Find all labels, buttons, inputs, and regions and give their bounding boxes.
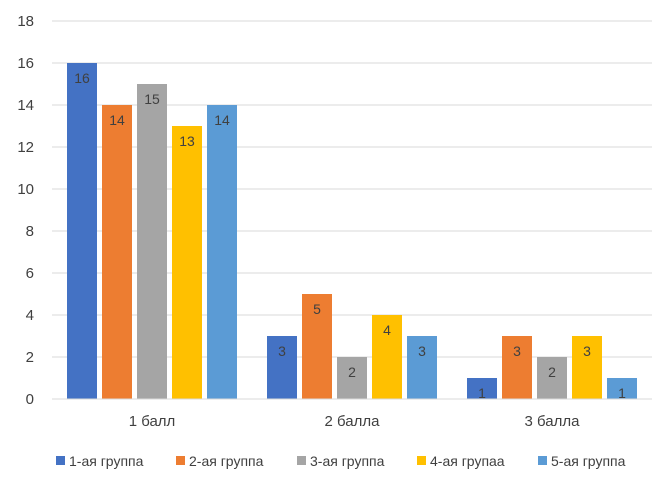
bar (267, 336, 297, 399)
data-label: 4 (383, 322, 391, 338)
y-axis: 0 2 4 6 8 10 12 14 16 18 (17, 13, 34, 408)
data-label: 3 (583, 343, 591, 359)
y-tick-label: 18 (17, 13, 34, 30)
data-label: 15 (144, 91, 160, 107)
data-label: 1 (478, 385, 486, 401)
data-label: 14 (214, 112, 230, 128)
bar (102, 105, 132, 399)
data-label: 13 (179, 133, 195, 149)
legend-swatch (297, 456, 306, 465)
y-tick-label: 14 (17, 97, 34, 114)
bar (407, 336, 437, 399)
legend-item: 3-ая группа (297, 453, 385, 469)
y-tick-label: 10 (17, 181, 34, 198)
legend-swatch (176, 456, 185, 465)
x-tick-label: 1 балл (129, 413, 176, 430)
legend-label: 3-ая группа (310, 453, 385, 469)
data-label: 1 (618, 385, 626, 401)
bar (537, 357, 567, 399)
y-tick-label: 12 (17, 139, 34, 156)
data-label: 3 (513, 343, 521, 359)
legend-label: 2-ая группа (189, 453, 264, 469)
bars (67, 63, 637, 399)
legend-label: 4-ая групаа (430, 453, 505, 469)
y-tick-label: 8 (26, 223, 34, 240)
bar (207, 105, 237, 399)
y-tick-label: 4 (26, 307, 34, 324)
legend-item: 5-ая группа (538, 453, 626, 469)
legend-label: 5-ая группа (551, 453, 626, 469)
y-tick-label: 2 (26, 349, 34, 366)
y-tick-label: 6 (26, 265, 34, 282)
data-label: 5 (313, 301, 321, 317)
legend-label: 1-ая группа (69, 453, 144, 469)
y-tick-label: 16 (17, 55, 34, 72)
bar (607, 378, 637, 399)
bar (137, 84, 167, 399)
bar (572, 336, 602, 399)
data-label: 14 (109, 112, 125, 128)
legend-swatch (56, 456, 65, 465)
legend-swatch (417, 456, 426, 465)
x-tick-label: 2 балла (325, 413, 381, 430)
legend-swatch (538, 456, 547, 465)
bar (302, 294, 332, 399)
legend: 1-ая группа 2-ая группа 3-ая группа 4-ая гр… (56, 453, 626, 469)
bar (502, 336, 532, 399)
legend-item: 2-ая группа (176, 453, 264, 469)
data-label: 2 (548, 364, 556, 380)
data-label: 16 (74, 70, 90, 86)
y-tick-label: 0 (26, 391, 34, 408)
legend-item: 4-ая групаа (417, 453, 505, 469)
data-label: 2 (348, 364, 356, 380)
bar (67, 63, 97, 399)
x-axis: 1 балл 2 балла 3 балла (129, 413, 580, 430)
bar (172, 126, 202, 399)
legend-item: 1-ая группа (56, 453, 144, 469)
bar (372, 315, 402, 399)
data-label: 3 (418, 343, 426, 359)
x-tick-label: 3 балла (525, 413, 581, 430)
data-label: 3 (278, 343, 286, 359)
bar (337, 357, 367, 399)
bar (467, 378, 497, 399)
